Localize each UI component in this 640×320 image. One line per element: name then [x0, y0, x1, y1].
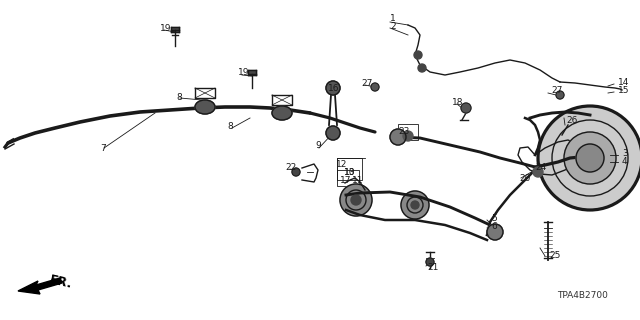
- Text: 19: 19: [238, 68, 250, 76]
- Text: TPA4B2700: TPA4B2700: [557, 292, 609, 300]
- Circle shape: [351, 195, 361, 205]
- Circle shape: [390, 129, 406, 145]
- Circle shape: [533, 167, 543, 177]
- Text: 21: 21: [427, 263, 438, 273]
- Circle shape: [403, 131, 413, 141]
- Bar: [337, 170, 359, 186]
- Circle shape: [564, 132, 616, 184]
- Circle shape: [326, 126, 340, 140]
- Circle shape: [556, 91, 564, 99]
- Circle shape: [576, 144, 604, 172]
- Circle shape: [414, 51, 422, 59]
- Text: 8: 8: [227, 122, 233, 131]
- Text: 11: 11: [352, 175, 364, 185]
- Circle shape: [426, 258, 434, 266]
- Text: 10: 10: [344, 167, 355, 177]
- Text: 27: 27: [551, 85, 563, 94]
- Text: FR.: FR.: [48, 273, 74, 291]
- Text: 12: 12: [336, 159, 348, 169]
- Circle shape: [401, 191, 429, 219]
- Bar: [398, 124, 418, 140]
- Text: 8: 8: [176, 92, 182, 101]
- Bar: [248, 70, 256, 75]
- Circle shape: [326, 81, 340, 95]
- Circle shape: [411, 201, 419, 209]
- Circle shape: [418, 64, 426, 72]
- Text: 7: 7: [100, 143, 106, 153]
- Text: 9: 9: [315, 140, 321, 149]
- Text: 5: 5: [491, 213, 497, 222]
- Text: 17: 17: [340, 175, 351, 185]
- Text: 18: 18: [452, 98, 463, 107]
- Circle shape: [340, 184, 372, 216]
- Ellipse shape: [195, 100, 215, 114]
- Circle shape: [487, 224, 503, 240]
- Text: 16: 16: [328, 84, 339, 92]
- Polygon shape: [18, 278, 62, 294]
- Text: 6: 6: [491, 221, 497, 230]
- Text: 24: 24: [535, 163, 547, 172]
- Text: 27: 27: [361, 78, 372, 87]
- Text: 1: 1: [390, 13, 396, 22]
- Text: 13: 13: [344, 167, 355, 177]
- Bar: [171, 27, 179, 32]
- Text: 3: 3: [622, 148, 628, 157]
- Circle shape: [461, 103, 471, 113]
- Text: 4: 4: [622, 156, 628, 165]
- Text: 25: 25: [549, 251, 561, 260]
- Text: 14: 14: [618, 77, 629, 86]
- Ellipse shape: [272, 106, 292, 120]
- Text: 22: 22: [285, 163, 296, 172]
- Text: 15: 15: [618, 85, 630, 94]
- Bar: [337, 158, 362, 180]
- Circle shape: [371, 83, 379, 91]
- Circle shape: [292, 168, 300, 176]
- Text: 26: 26: [566, 116, 577, 124]
- Text: 2: 2: [390, 21, 396, 30]
- Text: 19: 19: [160, 23, 172, 33]
- Text: 23: 23: [398, 126, 410, 135]
- Text: 20: 20: [519, 173, 531, 182]
- Circle shape: [538, 106, 640, 210]
